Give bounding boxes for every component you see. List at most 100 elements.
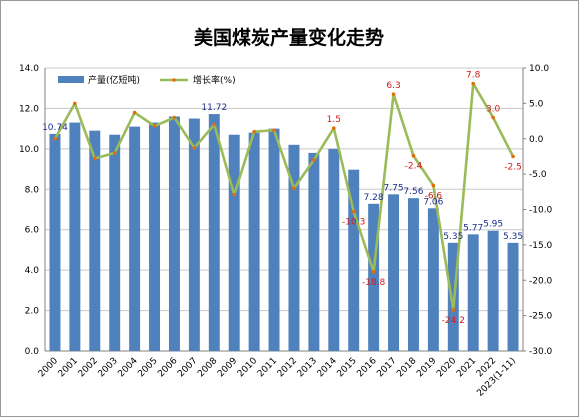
growth-rate-data-label: -18.8 <box>362 278 386 288</box>
bar <box>168 116 180 351</box>
x-tick-label: 2001 <box>57 356 80 379</box>
y-left-tick-label: 0.0 <box>25 347 40 357</box>
growth-rate-point <box>152 124 157 128</box>
growth-rate-point <box>112 151 117 155</box>
x-tick-label: 2013 <box>296 356 319 379</box>
growth-rate-point <box>351 209 356 214</box>
y-left-tick-label: 12.0 <box>19 104 39 114</box>
y-left-tick-label: 2.0 <box>25 307 40 317</box>
x-tick-label: 2003 <box>97 356 120 379</box>
bar <box>328 148 340 351</box>
bar <box>348 169 360 351</box>
growth-rate-data-label: 6.3 <box>386 81 400 91</box>
x-tick-label: 2021 <box>455 356 478 379</box>
bar <box>149 122 161 351</box>
growth-rate-point <box>53 136 57 141</box>
growth-rate-data-label: 1.5 <box>327 115 341 125</box>
bar <box>49 133 61 351</box>
bar <box>288 144 300 351</box>
x-tick-label: 2016 <box>355 356 378 379</box>
bar <box>507 242 519 351</box>
bar-data-label: 5.35 <box>443 232 463 242</box>
y-right-tick-label: -20.0 <box>529 276 553 286</box>
legend-line-label: 增长率(%) <box>193 74 236 86</box>
growth-rate-point <box>212 122 217 127</box>
x-tick-label: 2004 <box>116 356 139 379</box>
bar-data-label: 7.06 <box>423 197 443 207</box>
growth-rate-data-label: 7.8 <box>466 71 481 81</box>
y-right-tick-label: -10.0 <box>529 206 553 216</box>
bar <box>427 208 439 351</box>
growth-rate-point <box>232 192 237 197</box>
growth-rate-line <box>53 82 515 312</box>
growth-rate-point <box>431 183 436 188</box>
bar-data-label: 5.35 <box>503 232 523 242</box>
bar <box>388 194 400 351</box>
legend-bar-label: 产量(亿短吨) <box>88 74 140 86</box>
x-tick-label: 2011 <box>256 356 279 379</box>
bar <box>188 118 200 352</box>
x-tick-label: 2020 <box>435 356 458 379</box>
x-tick-label: 2007 <box>176 356 199 379</box>
growth-rate-point <box>132 110 137 115</box>
growth-rate-data-label: -24.2 <box>442 316 465 326</box>
growth-rate-point <box>312 158 316 162</box>
bar <box>109 134 121 351</box>
bar <box>487 230 499 351</box>
y-right-tick-label: -5.0 <box>529 170 547 180</box>
growth-rate-data-label: -2.5 <box>504 162 522 172</box>
y-right-tick-label: -15.0 <box>529 241 553 251</box>
y-left-tick-label: 14.0 <box>19 64 39 74</box>
legend-bar-swatch <box>58 76 84 83</box>
bar-data-label: 5.95 <box>483 220 503 230</box>
y-right-tick-label: 5.0 <box>529 99 544 109</box>
growth-rate-point <box>491 115 495 120</box>
bar-data-label: 5.77 <box>463 223 483 233</box>
growth-rate-point <box>252 129 256 134</box>
growth-rate-data-label: -6.6 <box>425 191 443 201</box>
bar <box>129 126 141 351</box>
bar <box>248 132 260 351</box>
growth-rate-point <box>92 156 97 161</box>
growth-rate-point <box>411 153 416 158</box>
bar <box>228 134 240 351</box>
x-tick-label: 2006 <box>156 356 179 379</box>
bar-data-label: 7.56 <box>403 187 423 197</box>
bar <box>268 128 280 351</box>
x-tick-label: 2014 <box>316 356 339 379</box>
legend-line-marker <box>172 78 176 82</box>
x-tick-label: 2015 <box>336 356 359 379</box>
bar <box>69 122 81 351</box>
x-tick-label: 2005 <box>136 356 159 379</box>
x-tick-label: 2000 <box>37 356 60 379</box>
growth-rate-point <box>391 92 396 96</box>
y-left-tick-label: 4.0 <box>25 266 40 276</box>
growth-rate-data-label: 3.0 <box>486 105 501 115</box>
x-tick-label: 2010 <box>236 356 259 379</box>
bar-data-label: 7.28 <box>364 193 384 203</box>
growth-rate-point <box>511 154 515 159</box>
y-left-tick-label: 8.0 <box>25 185 40 195</box>
chart-title: 美国煤炭产量变化走势 <box>194 26 384 49</box>
x-tick-label: 2009 <box>216 356 239 379</box>
growth-rate-data-label: -2.4 <box>405 162 423 172</box>
growth-rate-point <box>371 269 376 274</box>
growth-rate-point <box>172 115 177 120</box>
y-right-tick-label: 10.0 <box>529 64 549 74</box>
growth-rate-data-label: -10.3 <box>342 218 365 228</box>
y-left-tick-label: 6.0 <box>25 226 40 236</box>
bar <box>208 114 220 352</box>
bar <box>368 203 380 351</box>
x-tick-label: 2002 <box>77 356 100 379</box>
growth-rate-point <box>331 126 336 130</box>
bar-data-label: 10.74 <box>42 123 68 133</box>
x-tick-label: 2019 <box>415 356 438 379</box>
bar <box>407 198 419 351</box>
growth-rate-point <box>192 146 197 150</box>
bar <box>467 234 479 351</box>
x-tick-label: 2012 <box>276 356 299 379</box>
growth-rate-point <box>451 308 456 312</box>
growth-rate-point <box>471 81 476 86</box>
bar-data-label: 7.75 <box>384 183 404 193</box>
